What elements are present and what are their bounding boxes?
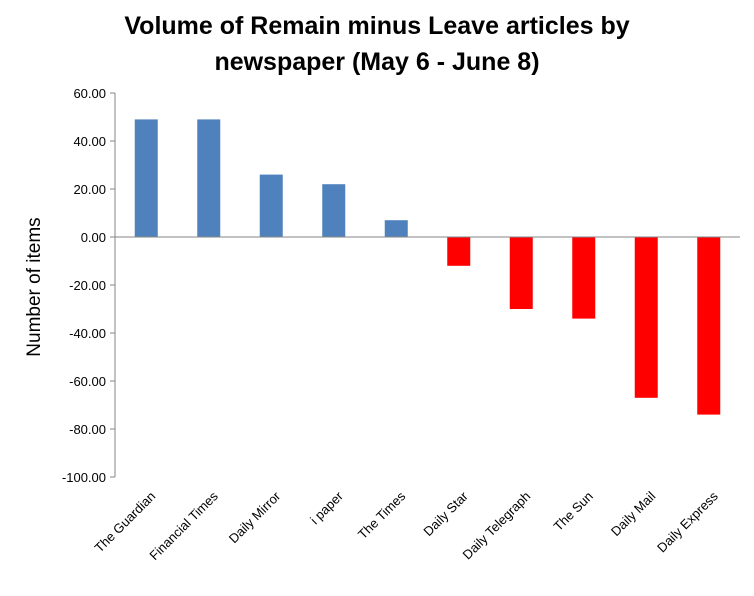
bar-7: [572, 237, 596, 319]
bar-2: [259, 174, 283, 237]
plot-area: 60.00 40.00 20.00 0.00 -20.00 -40.00 -60.00 -80…: [62, 86, 740, 563]
x-tick-label: Daily Express: [654, 488, 721, 555]
bar-0: [134, 119, 158, 237]
x-tick-label: Daily Telegraph: [460, 489, 534, 563]
bar-6: [509, 237, 533, 309]
y-tick-label: -80.00: [69, 422, 106, 437]
x-tick-label: i paper: [307, 488, 346, 527]
y-tick-label: 0.00: [81, 230, 106, 245]
y-tick-label: 20.00: [73, 182, 106, 197]
x-tick-label: Daily Star: [420, 488, 471, 539]
x-tick-label: The Sun: [551, 489, 596, 534]
bar-3: [322, 184, 346, 237]
chart-title-line-1: Volume of Remain minus Leave articles by: [124, 12, 629, 40]
x-tick-label: The Times: [355, 488, 409, 542]
x-tick-label: Daily Mail: [608, 488, 659, 539]
y-axis-label: Number of items: [24, 217, 45, 356]
chart-title-line-2: newspaper (May 6 - June 8): [214, 48, 539, 76]
x-tick-label: Daily Mirror: [226, 488, 284, 546]
y-tick-label: 60.00: [73, 86, 106, 101]
y-tick-label: 40.00: [73, 134, 106, 149]
bar-9: [697, 237, 721, 415]
bar-8: [634, 237, 658, 398]
y-tick-label: -60.00: [69, 374, 106, 389]
y-tick-label: -100.00: [62, 470, 106, 485]
bar-4: [384, 220, 408, 237]
bar-1: [197, 119, 221, 237]
y-tick-label: -20.00: [69, 278, 106, 293]
y-tick-label: -40.00: [69, 326, 106, 341]
x-tick-label: The Guardian: [92, 489, 159, 556]
bar-5: [447, 237, 471, 266]
